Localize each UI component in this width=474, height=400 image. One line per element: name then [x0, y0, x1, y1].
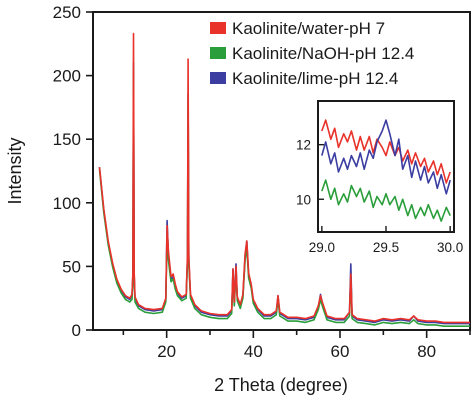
legend: Kaolinite/water-pH 7 Kaolinite/NaOH-pH 12…: [210, 19, 414, 88]
y-axis-label: Intensity: [5, 137, 25, 204]
legend-label: Kaolinite/water-pH 7: [232, 19, 385, 38]
inset-series-line-1: [321, 119, 451, 184]
legend-swatch: [210, 22, 226, 34]
inset-y-tick-label: 12: [296, 138, 311, 153]
inset-series-lines: [321, 119, 451, 222]
x-tick-label: 80: [417, 342, 436, 361]
x-axis-label: 2 Theta (degree): [214, 375, 348, 395]
legend-label: Kaolinite/lime-pH 12.4: [232, 69, 398, 88]
inset-x-tick-label: 29.5: [373, 240, 399, 255]
x-tick-label: 60: [331, 342, 350, 361]
y-tick-label: 50: [62, 257, 81, 276]
inset-series-line-2: [321, 179, 451, 222]
main-plot: 0 50 100 150 200 250 20 40 60 80 2 Theta (degree…: [5, 3, 471, 395]
y-tick-label: 0: [72, 321, 81, 340]
inset-series-line-3: [321, 119, 451, 195]
series-line-2: [98, 68, 470, 327]
inset-x-tick-label: 30.0: [437, 240, 463, 255]
inset-plot: 10 12 29.0 29.5 30.0: [296, 100, 463, 255]
inset-x-tick-label: 29.0: [309, 240, 335, 255]
inset-y-ticks: 10 12: [296, 138, 324, 207]
y-tick-label: 250: [53, 3, 81, 22]
y-tick-label: 100: [53, 194, 81, 213]
series-line-1: [98, 32, 470, 324]
main-y-ticks: 0 50 100 150 200 250: [53, 3, 93, 340]
main-x-ticks: 20 40 60 80: [122, 330, 471, 361]
main-series-lines: [98, 32, 470, 327]
x-tick-label: 20: [157, 342, 176, 361]
inset-x-ticks: 29.0 29.5 30.0: [309, 226, 463, 255]
x-tick-label: 40: [244, 342, 263, 361]
legend-label: Kaolinite/NaOH-pH 12.4: [232, 44, 414, 63]
main-plot-frame: [92, 11, 471, 331]
y-tick-label: 150: [53, 130, 81, 149]
legend-swatch: [210, 72, 226, 84]
legend-swatch: [210, 47, 226, 59]
inset-y-tick-label: 10: [296, 192, 311, 207]
y-tick-label: 200: [53, 67, 81, 86]
